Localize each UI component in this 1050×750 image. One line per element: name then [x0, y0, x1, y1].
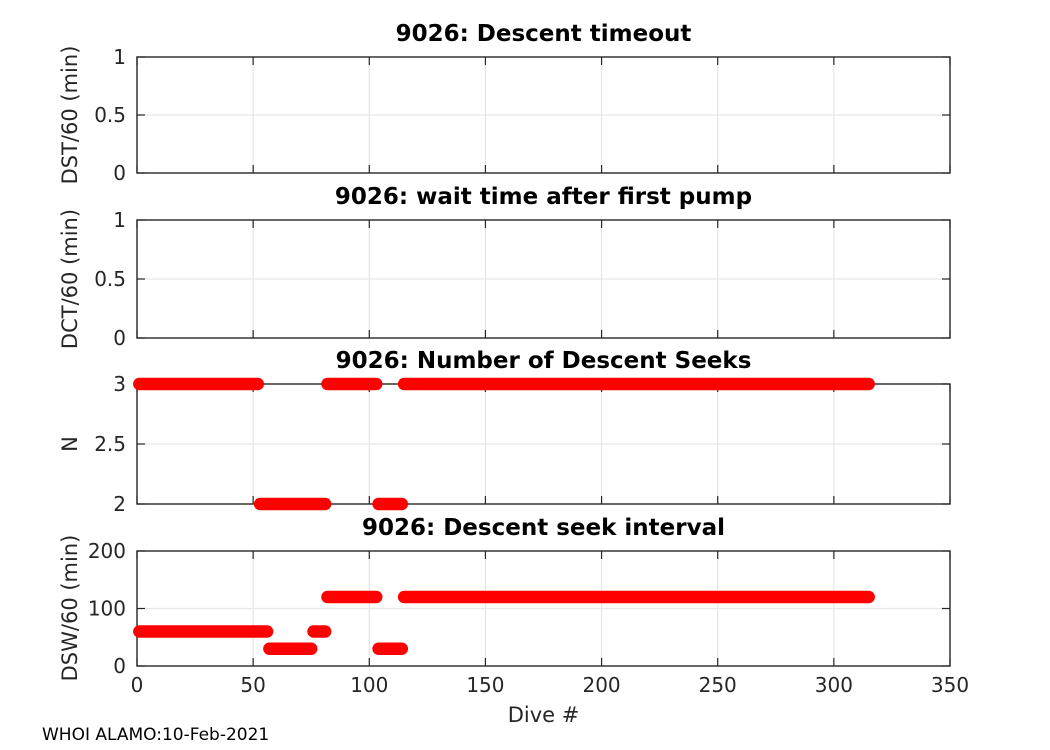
- y-tick-label: 0: [113, 654, 126, 678]
- y-tick-label: 1: [113, 208, 126, 232]
- y-tick-label: 3: [113, 372, 126, 396]
- y-tick-label: 100: [88, 597, 126, 621]
- y-tick-label: 1: [113, 45, 126, 69]
- figure-footer-text: WHOI ALAMO:10-Feb-2021: [42, 725, 270, 745]
- subplot-1-title: 9026: Descent timeout: [395, 21, 692, 47]
- x-tick-label: 250: [699, 673, 737, 697]
- x-tick-label: 0: [131, 673, 144, 697]
- y-tick-label: 2: [113, 492, 126, 516]
- subplot-3-y-axis-label: N: [58, 436, 82, 452]
- subplot-1: 00.51: [94, 45, 951, 185]
- x-tick-label: 150: [466, 673, 504, 697]
- y-tick-label: 0.5: [94, 103, 126, 127]
- subplot-1-y-axis-label: DST/60 (min): [58, 45, 82, 185]
- subplot-2: 00.51: [94, 208, 951, 350]
- x-axis-label: Dive #: [507, 703, 580, 727]
- y-tick-label: 200: [88, 539, 126, 563]
- x-tick-label: 200: [582, 673, 620, 697]
- x-tick-label: 50: [240, 673, 265, 697]
- subplot-4: 0 100 200 0 50 100 150 200 250 300 350: [88, 539, 969, 697]
- subplot-2-y-axis-label: DCT/60 (min): [58, 208, 82, 350]
- y-tick-label: 0.5: [94, 267, 126, 291]
- y-tick-label: 0: [113, 161, 126, 185]
- subplot-2-title: 9026: wait time after first pump: [334, 184, 753, 210]
- x-tick-label: 300: [815, 673, 853, 697]
- subplot-4-title: 9026: Descent seek interval: [362, 515, 725, 541]
- subplot-3-title: 9026: Number of Descent Seeks: [335, 348, 752, 374]
- subplot-3: 22.53: [94, 372, 951, 516]
- x-tick-label: 350: [931, 673, 969, 697]
- x-tick-label: 100: [350, 673, 388, 697]
- y-tick-label: 2.5: [94, 432, 126, 456]
- subplot-4-y-axis-label: DSW/60 (min): [58, 534, 82, 682]
- y-tick-label: 0: [113, 326, 126, 350]
